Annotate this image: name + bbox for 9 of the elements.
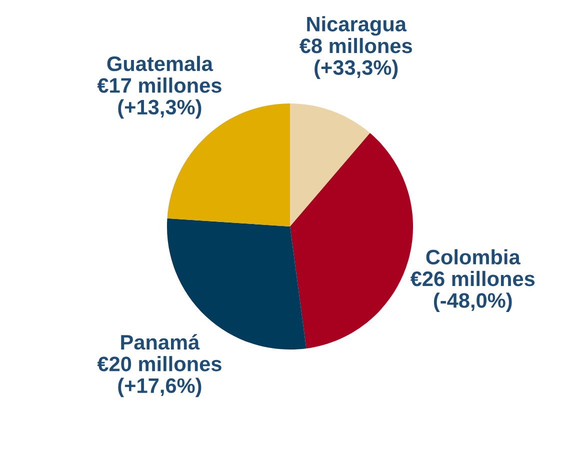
data-label: €8 millones (+33,3%)	[299, 38, 412, 80]
slice-label: Guatemala	[107, 56, 214, 72]
data-label: €26 millones (-48,0%)	[410, 270, 535, 312]
slice-label: Colombia	[426, 249, 520, 265]
slice-label: Nicaragua	[307, 16, 407, 36]
slice-label: Panamá	[121, 334, 200, 350]
data-label: €17 millones (+13,3%)	[97, 78, 222, 119]
data-label: €20 millones (+17,6%)	[97, 356, 222, 398]
pie-slice	[290, 103, 370, 226]
